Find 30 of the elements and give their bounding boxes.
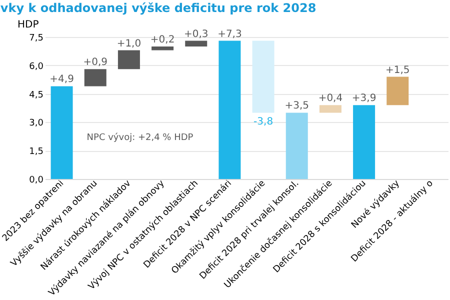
y-axis-title: HDP: [18, 20, 39, 30]
data-label: +3,5: [284, 100, 310, 112]
data-label: +0,4: [318, 93, 343, 104]
y-tick-label: 3,0: [29, 118, 44, 129]
bar: [50, 86, 73, 179]
data-label: +0,9: [83, 57, 108, 68]
bar: [286, 112, 308, 179]
data-label: +1,0: [116, 38, 142, 50]
data-label: +1,5: [385, 64, 410, 76]
y-tick-label: 1,5: [29, 147, 44, 158]
bar: [386, 76, 409, 106]
bar: [152, 46, 174, 50]
y-tick-label: 4,5: [29, 90, 44, 100]
data-label: -3,8: [254, 116, 274, 128]
data-label: +7,3: [218, 28, 242, 40]
bar: [118, 50, 140, 70]
bar: [84, 69, 106, 86]
y-tick-label: 7,5: [29, 34, 44, 44]
annotation: NPC vývoj: +2,4 % HDP: [86, 132, 194, 143]
chart-title: vky k odhadovanej výške deficitu pre rok 2028: [0, 1, 316, 15]
data-label: +4,9: [50, 74, 74, 86]
data-label: +3,9: [352, 93, 376, 104]
bar: [218, 40, 241, 179]
bar: [353, 105, 376, 179]
data-label: +0,3: [184, 28, 208, 40]
bar: [185, 40, 208, 46]
y-tick-label: 6,0: [29, 62, 44, 72]
data-label: +0,2: [150, 34, 175, 46]
bar: [319, 105, 342, 113]
bar: [252, 40, 274, 113]
